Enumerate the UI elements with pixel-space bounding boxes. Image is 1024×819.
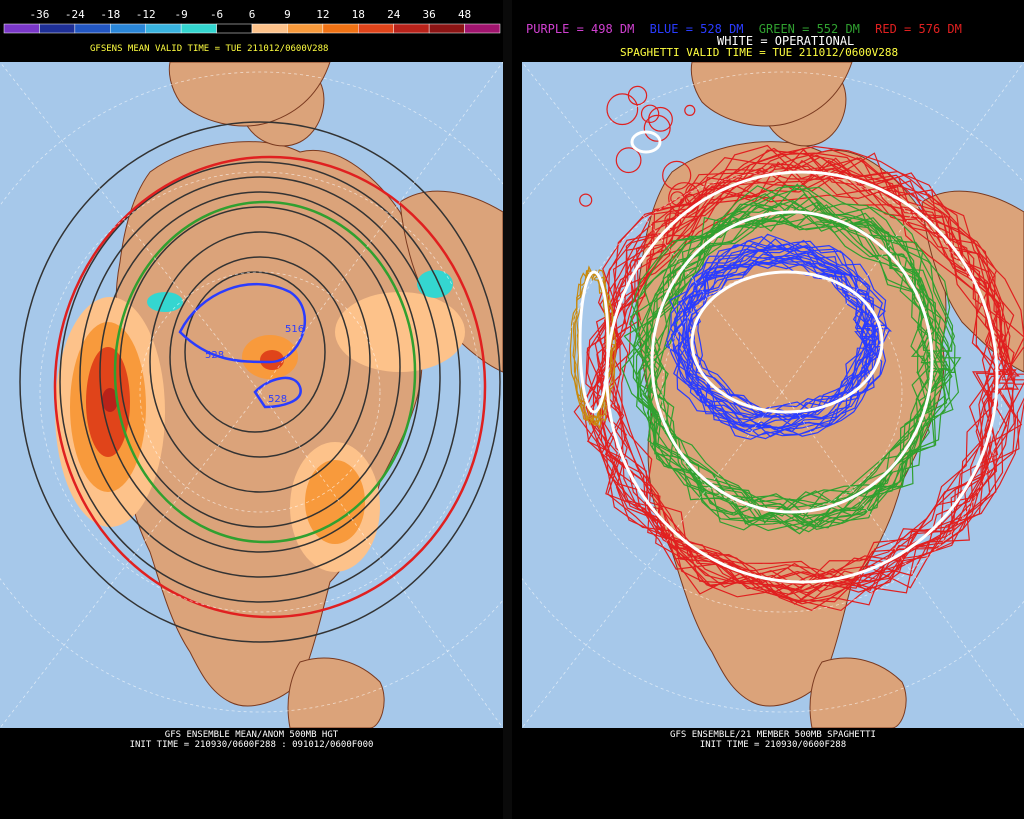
white-operational-contours [578, 130, 999, 584]
left-valid-time: GFSENS MEAN VALID TIME = TUE 211012/0600… [90, 44, 329, 54]
contour-label-528-a: 528 [205, 350, 224, 361]
red-member-circle [627, 85, 648, 106]
legend-white: WHITE = OPERATIONAL [717, 34, 855, 48]
colorbar-tick-label: 48 [457, 8, 472, 21]
red-member-circle [684, 193, 696, 205]
positive-anomaly-europe [335, 292, 465, 372]
colorbar-swatch [180, 23, 217, 34]
red-member-circle [662, 160, 692, 191]
blue-528-contour-2 [253, 376, 302, 409]
blue-528-contour [178, 282, 307, 364]
green-member-line [632, 185, 930, 517]
green-member-line [623, 205, 935, 521]
red-member-line [600, 154, 1024, 598]
ensemble-mean-anomaly-map: 516 528 528 [0, 62, 503, 728]
contour-label-516: 516 [285, 324, 304, 335]
green-member-line [637, 203, 944, 531]
green-member-line [648, 204, 960, 520]
red-member-circle [579, 193, 593, 207]
colorbar-swatch [287, 23, 324, 34]
colorbar-swatch [74, 23, 111, 34]
colorbar-tick-label: -9 [174, 8, 188, 21]
colorbar-tick-label: 6 [248, 8, 256, 21]
blue-member-line [665, 243, 868, 419]
colorbar-tick-label: 18 [351, 8, 365, 21]
right-footer-line2: INIT TIME = 210930/0600F288 [699, 740, 847, 750]
red-member-line [586, 156, 1004, 592]
colorbar-swatch [110, 23, 146, 34]
colorbar-tick-label: -6 [209, 8, 224, 21]
colorbar-swatch [3, 23, 40, 34]
left-panel: -36 -24 -18 -12 -9 -6 6 9 12 18 24 36 48 GFSENS MEAN… [0, 8, 503, 750]
green-member-line [642, 199, 945, 531]
colorbar-tick-label: -12 [135, 8, 156, 21]
anomaly-colorbar [3, 23, 501, 34]
red-member-line [573, 156, 999, 593]
contour-label-528-b: 528 [268, 394, 287, 405]
right-valid-time: SPAGHETTI VALID TIME = TUE 211012/0600V2… [620, 46, 899, 59]
red-member-circle [615, 147, 642, 174]
positive-anomaly-pacific-peak [102, 388, 118, 412]
colorbar-swatch [145, 23, 182, 34]
red-member-circle [684, 104, 696, 117]
left-footer-line2: INIT TIME = 210930/0600F288 : 091012/060… [129, 740, 374, 750]
green-552-contour [113, 200, 417, 544]
colorbar-swatch [464, 23, 501, 34]
colorbar-tick-label: -36 [29, 8, 50, 21]
gold-member-line [569, 269, 609, 428]
lat-lon-grid [0, 62, 503, 728]
right-footer-line1: GFS ENSEMBLE/21 MEMBER 500MB SPAGHETTI [670, 730, 876, 740]
red-member-circle [606, 93, 639, 126]
legend-green: GREEN = 552 DM [758, 22, 860, 36]
red-member-circle [643, 114, 671, 142]
red-member-line [601, 170, 1017, 594]
colorbar-tick-label: 12 [316, 8, 330, 21]
lat-lon-grid [522, 62, 1024, 728]
red-member-line [587, 147, 1005, 592]
spaghetti-map [522, 62, 1024, 728]
red-member-line [582, 157, 1006, 584]
height-contours [19, 121, 501, 643]
red-member-circle [640, 104, 660, 123]
legend-red: RED = 576 DM [875, 22, 962, 36]
colorbar-swatch [428, 23, 465, 34]
colorbar-tick-label: 24 [387, 8, 401, 21]
legend-purple: PURPLE = 498 DM [526, 22, 635, 36]
spaghetti-legend: PURPLE = 498 DM BLUE = 528 DM GREEN = 55… [526, 22, 962, 36]
europe-land [168, 62, 331, 127]
anomaly-shading [55, 270, 465, 572]
south-america-land [287, 657, 385, 728]
colorbar-tick-label: 9 [284, 8, 291, 21]
europe-land [690, 62, 853, 127]
blue-member-line [669, 242, 871, 416]
blue-member-line [674, 237, 877, 418]
colorbar-swatch [393, 23, 430, 34]
left-footer-line1: GFS ENSEMBLE MEAN/ANOM 500MB HGT [164, 730, 339, 740]
blue-member-line [683, 233, 887, 417]
colorbar-swatch [216, 23, 253, 34]
colorbar-swatch [251, 23, 288, 34]
green-member-line [621, 208, 938, 529]
negative-anomaly-west [147, 292, 183, 312]
right-panel: PURPLE = 498 DM BLUE = 528 DM GREEN = 55… [512, 0, 1024, 819]
colorbar-swatch [39, 23, 76, 34]
red-member-circle [664, 212, 682, 230]
colorbar-tick-label: 36 [422, 8, 436, 21]
red-576-contour [53, 155, 487, 619]
red-member-circle [670, 191, 685, 206]
green-member-line [636, 201, 951, 532]
green-member-line [635, 193, 946, 524]
south-america-land [809, 657, 907, 728]
colorbar-tick-label: -18 [100, 8, 121, 21]
colorbar-swatch [358, 23, 394, 34]
colorbar-tick-label: -24 [64, 8, 85, 21]
negative-anomaly-east [417, 270, 453, 298]
positive-anomaly-arctic-core [260, 350, 284, 370]
legend-blue: BLUE = 528 DM [649, 22, 744, 36]
colorbar-swatch [322, 23, 359, 34]
